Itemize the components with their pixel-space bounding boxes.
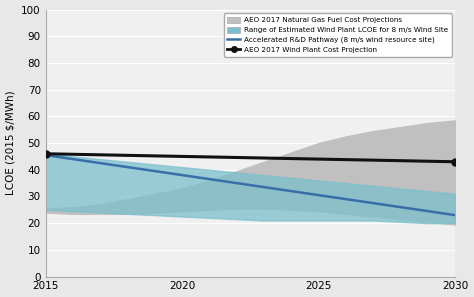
Legend: AEO 2017 Natural Gas Fuel Cost Projections, Range of Estimated Wind Plant LCOE f: AEO 2017 Natural Gas Fuel Cost Projectio… (224, 13, 452, 57)
Y-axis label: LCOE (2015 $/MWh): LCOE (2015 $/MWh) (6, 91, 16, 195)
